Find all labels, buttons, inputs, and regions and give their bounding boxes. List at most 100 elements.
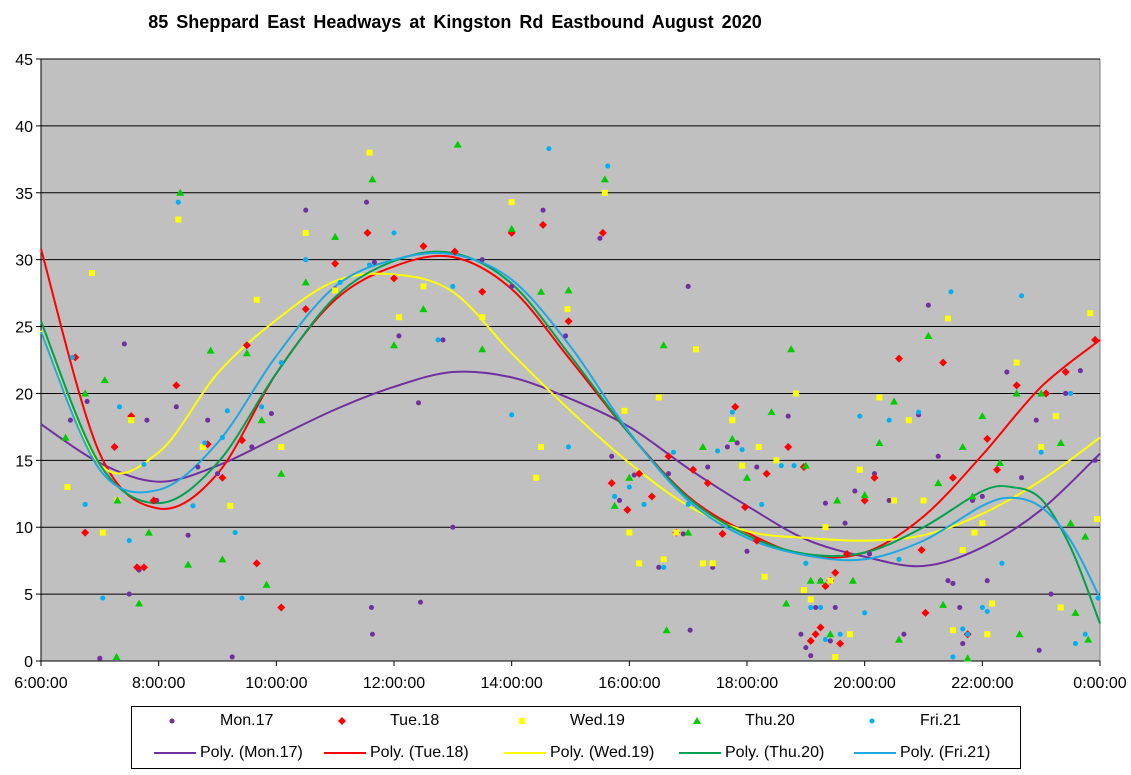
data-point	[597, 235, 603, 241]
data-point	[214, 471, 221, 477]
data-point	[565, 444, 572, 450]
data-point	[1072, 641, 1079, 647]
data-point	[822, 500, 828, 506]
legend-item: Poly. (Tue.18)	[322, 743, 497, 763]
data-point	[139, 563, 148, 572]
data-point	[689, 465, 698, 474]
data-point	[538, 443, 545, 450]
data-point	[960, 641, 966, 647]
data-point	[537, 287, 546, 295]
data-point	[242, 341, 251, 350]
data-point	[979, 493, 985, 500]
data-point	[1012, 381, 1021, 390]
data-point	[666, 471, 672, 477]
data-point	[767, 408, 776, 416]
data-point	[612, 493, 618, 500]
data-point	[983, 434, 992, 443]
legend-item: Tue.18	[322, 711, 487, 731]
data-point	[698, 442, 707, 450]
data-point	[860, 496, 869, 505]
data-point	[626, 484, 632, 490]
data-point	[684, 528, 693, 536]
legend-line	[854, 752, 896, 754]
y-tick-label: 15	[15, 453, 33, 470]
data-point	[862, 610, 868, 616]
legend-marker-shape	[693, 717, 701, 724]
data-point	[509, 283, 515, 289]
data-point	[1056, 438, 1065, 446]
legend-marker	[169, 718, 175, 724]
data-point	[741, 503, 750, 512]
data-point	[984, 631, 991, 638]
data-point	[88, 270, 95, 277]
legend-item: Wed.19	[502, 711, 667, 731]
data-point	[135, 599, 144, 607]
legend-label: Wed.19	[570, 712, 625, 729]
data-point	[867, 551, 873, 557]
data-point	[242, 349, 251, 357]
y-tick-label: 25	[15, 320, 33, 337]
data-point	[302, 229, 309, 236]
data-point	[729, 417, 736, 424]
data-point	[655, 394, 662, 401]
data-point	[662, 626, 671, 634]
data-point	[239, 595, 245, 601]
data-point	[249, 444, 255, 450]
chart-svg: 0 5 10 15 20 25 30 35 40 45 6:00:00 8:00:00 10:00:00…	[14, 52, 1126, 692]
data-point	[363, 228, 372, 237]
series-fri-21	[69, 146, 1101, 660]
legend-label: Fri.21	[920, 712, 961, 729]
data-point	[1037, 389, 1046, 397]
data-point	[598, 228, 607, 237]
data-point	[533, 474, 540, 481]
data-point	[656, 564, 662, 570]
data-point	[687, 627, 693, 633]
data-point	[369, 631, 375, 637]
data-point	[1048, 591, 1054, 597]
data-point	[113, 496, 122, 504]
data-point	[218, 473, 227, 482]
data-point	[61, 433, 70, 441]
data-point	[761, 573, 768, 580]
data-point	[870, 473, 879, 482]
legend-item: Mon.17	[152, 711, 317, 731]
legend: Mon.17 Tue.18 Wed.19 Thu.20 Fri.21 Poly. (Mon…	[131, 706, 1021, 769]
data-point	[229, 654, 235, 660]
data-point	[886, 417, 892, 423]
data-point	[963, 654, 972, 662]
data-point	[759, 501, 765, 508]
chart-title: 85 Sheppard East Headways at Kingston Rd…	[148, 12, 762, 32]
data-point	[184, 560, 193, 568]
data-point	[680, 531, 686, 537]
data-point	[939, 358, 948, 367]
data-point	[1087, 310, 1094, 317]
data-point	[478, 287, 487, 296]
data-point	[876, 394, 883, 401]
data-point	[739, 447, 745, 453]
trendline-poly-mon-17	[40, 370, 1101, 568]
gridlines	[41, 58, 1100, 595]
legend-marker	[519, 718, 525, 724]
data-point	[920, 497, 927, 504]
series-tue-18	[71, 220, 1100, 648]
data-point	[934, 479, 943, 487]
legend-item: Poly. (Mon.17)	[152, 743, 327, 763]
data-point	[110, 442, 119, 451]
data-point	[390, 341, 398, 349]
data-point	[803, 560, 809, 566]
data-point	[601, 189, 608, 196]
data-point	[995, 459, 1004, 467]
data-point	[762, 469, 771, 478]
data-point	[960, 626, 966, 632]
data-point	[801, 461, 810, 469]
data-point	[984, 608, 990, 615]
data-point	[185, 532, 191, 538]
data-point	[450, 283, 456, 289]
data-point	[636, 560, 643, 567]
data-point	[190, 503, 196, 509]
data-point	[664, 452, 673, 461]
data-point	[832, 604, 838, 611]
data-point	[368, 604, 374, 611]
data-point	[950, 580, 956, 586]
data-point	[1081, 532, 1090, 540]
